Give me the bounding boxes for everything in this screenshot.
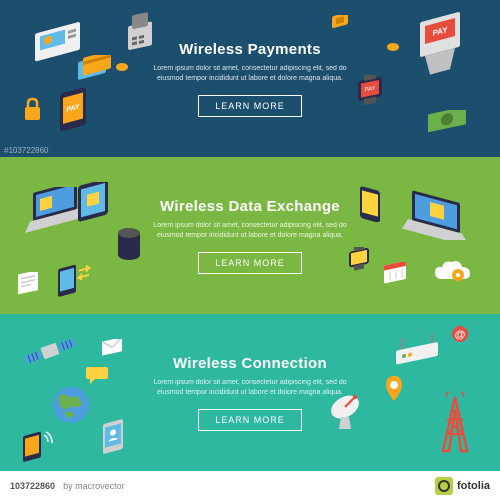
footer-bar: 103722860 by macrovector fotolia	[0, 471, 500, 500]
server-icon	[115, 227, 143, 262]
banner-title: Wireless Data Exchange	[150, 198, 350, 215]
phone-pay-icon: PAY	[55, 85, 95, 135]
banner-content: Wireless Payments Lorem ipsum dolor sit …	[150, 41, 350, 117]
phone-user-icon	[100, 419, 132, 457]
banner-description: Lorem ipsum dolor sit amet, consectetur …	[150, 64, 350, 85]
coin-icon	[115, 60, 129, 74]
watermark-text: #103722860	[4, 146, 49, 155]
document-icon	[15, 272, 43, 298]
payment-kiosk-icon: PAY	[410, 10, 470, 90]
banner-data-exchange: Wireless Data Exchange Lorem ipsum dolor…	[0, 157, 500, 314]
laptop-icon	[400, 182, 475, 240]
logo-mark-icon	[435, 477, 453, 495]
sim-chip-icon	[330, 15, 350, 31]
banner-title: Wireless Payments	[150, 41, 350, 58]
learn-more-button[interactable]: LEARN MORE	[198, 95, 302, 117]
author-credit: by macrovector	[63, 481, 125, 491]
banner-connection: @ Wireless Connection Lorem ipsum dolor …	[0, 314, 500, 471]
coin-icon	[386, 40, 400, 54]
smartwatch-pay-icon: PAY	[350, 75, 390, 110]
learn-more-button[interactable]: LEARN MORE	[198, 409, 302, 431]
banner-description: Lorem ipsum dolor sit amet, consectetur …	[150, 221, 350, 242]
tablet-icon	[75, 182, 113, 227]
signal-tower-icon	[435, 389, 475, 459]
svg-text:@: @	[455, 329, 466, 341]
learn-more-button[interactable]: LEARN MORE	[198, 252, 302, 274]
location-pin-icon	[383, 374, 405, 404]
cash-icon	[425, 110, 470, 135]
credit-cards-icon	[75, 55, 115, 85]
lock-icon	[20, 95, 45, 123]
phone-signal-icon	[20, 429, 55, 464]
cloud-settings-icon	[430, 257, 475, 289]
satellite-icon	[20, 329, 80, 374]
mail-icon	[100, 339, 126, 359]
globe-icon	[50, 384, 92, 426]
banner-content: Wireless Data Exchange Lorem ipsum dolor…	[150, 198, 350, 274]
banner-description: Lorem ipsum dolor sit amet, consectetur …	[150, 378, 350, 399]
banner-title: Wireless Connection	[150, 355, 350, 372]
brand-name: fotolia	[457, 480, 490, 492]
phone-icon	[357, 182, 385, 222]
router-icon	[390, 334, 445, 374]
calendar-icon	[382, 262, 410, 288]
brand-logo: fotolia	[435, 477, 490, 495]
image-id: 103722860	[10, 481, 55, 491]
phone-transfer-icon	[55, 262, 95, 297]
chat-bubble-icon	[85, 364, 111, 386]
banner-payments: PAY PAY PAY Wireless Payments Lorem ipsu…	[0, 0, 500, 157]
at-sign-icon: @	[450, 324, 470, 344]
banner-content: Wireless Connection Lorem ipsum dolor si…	[150, 355, 350, 431]
